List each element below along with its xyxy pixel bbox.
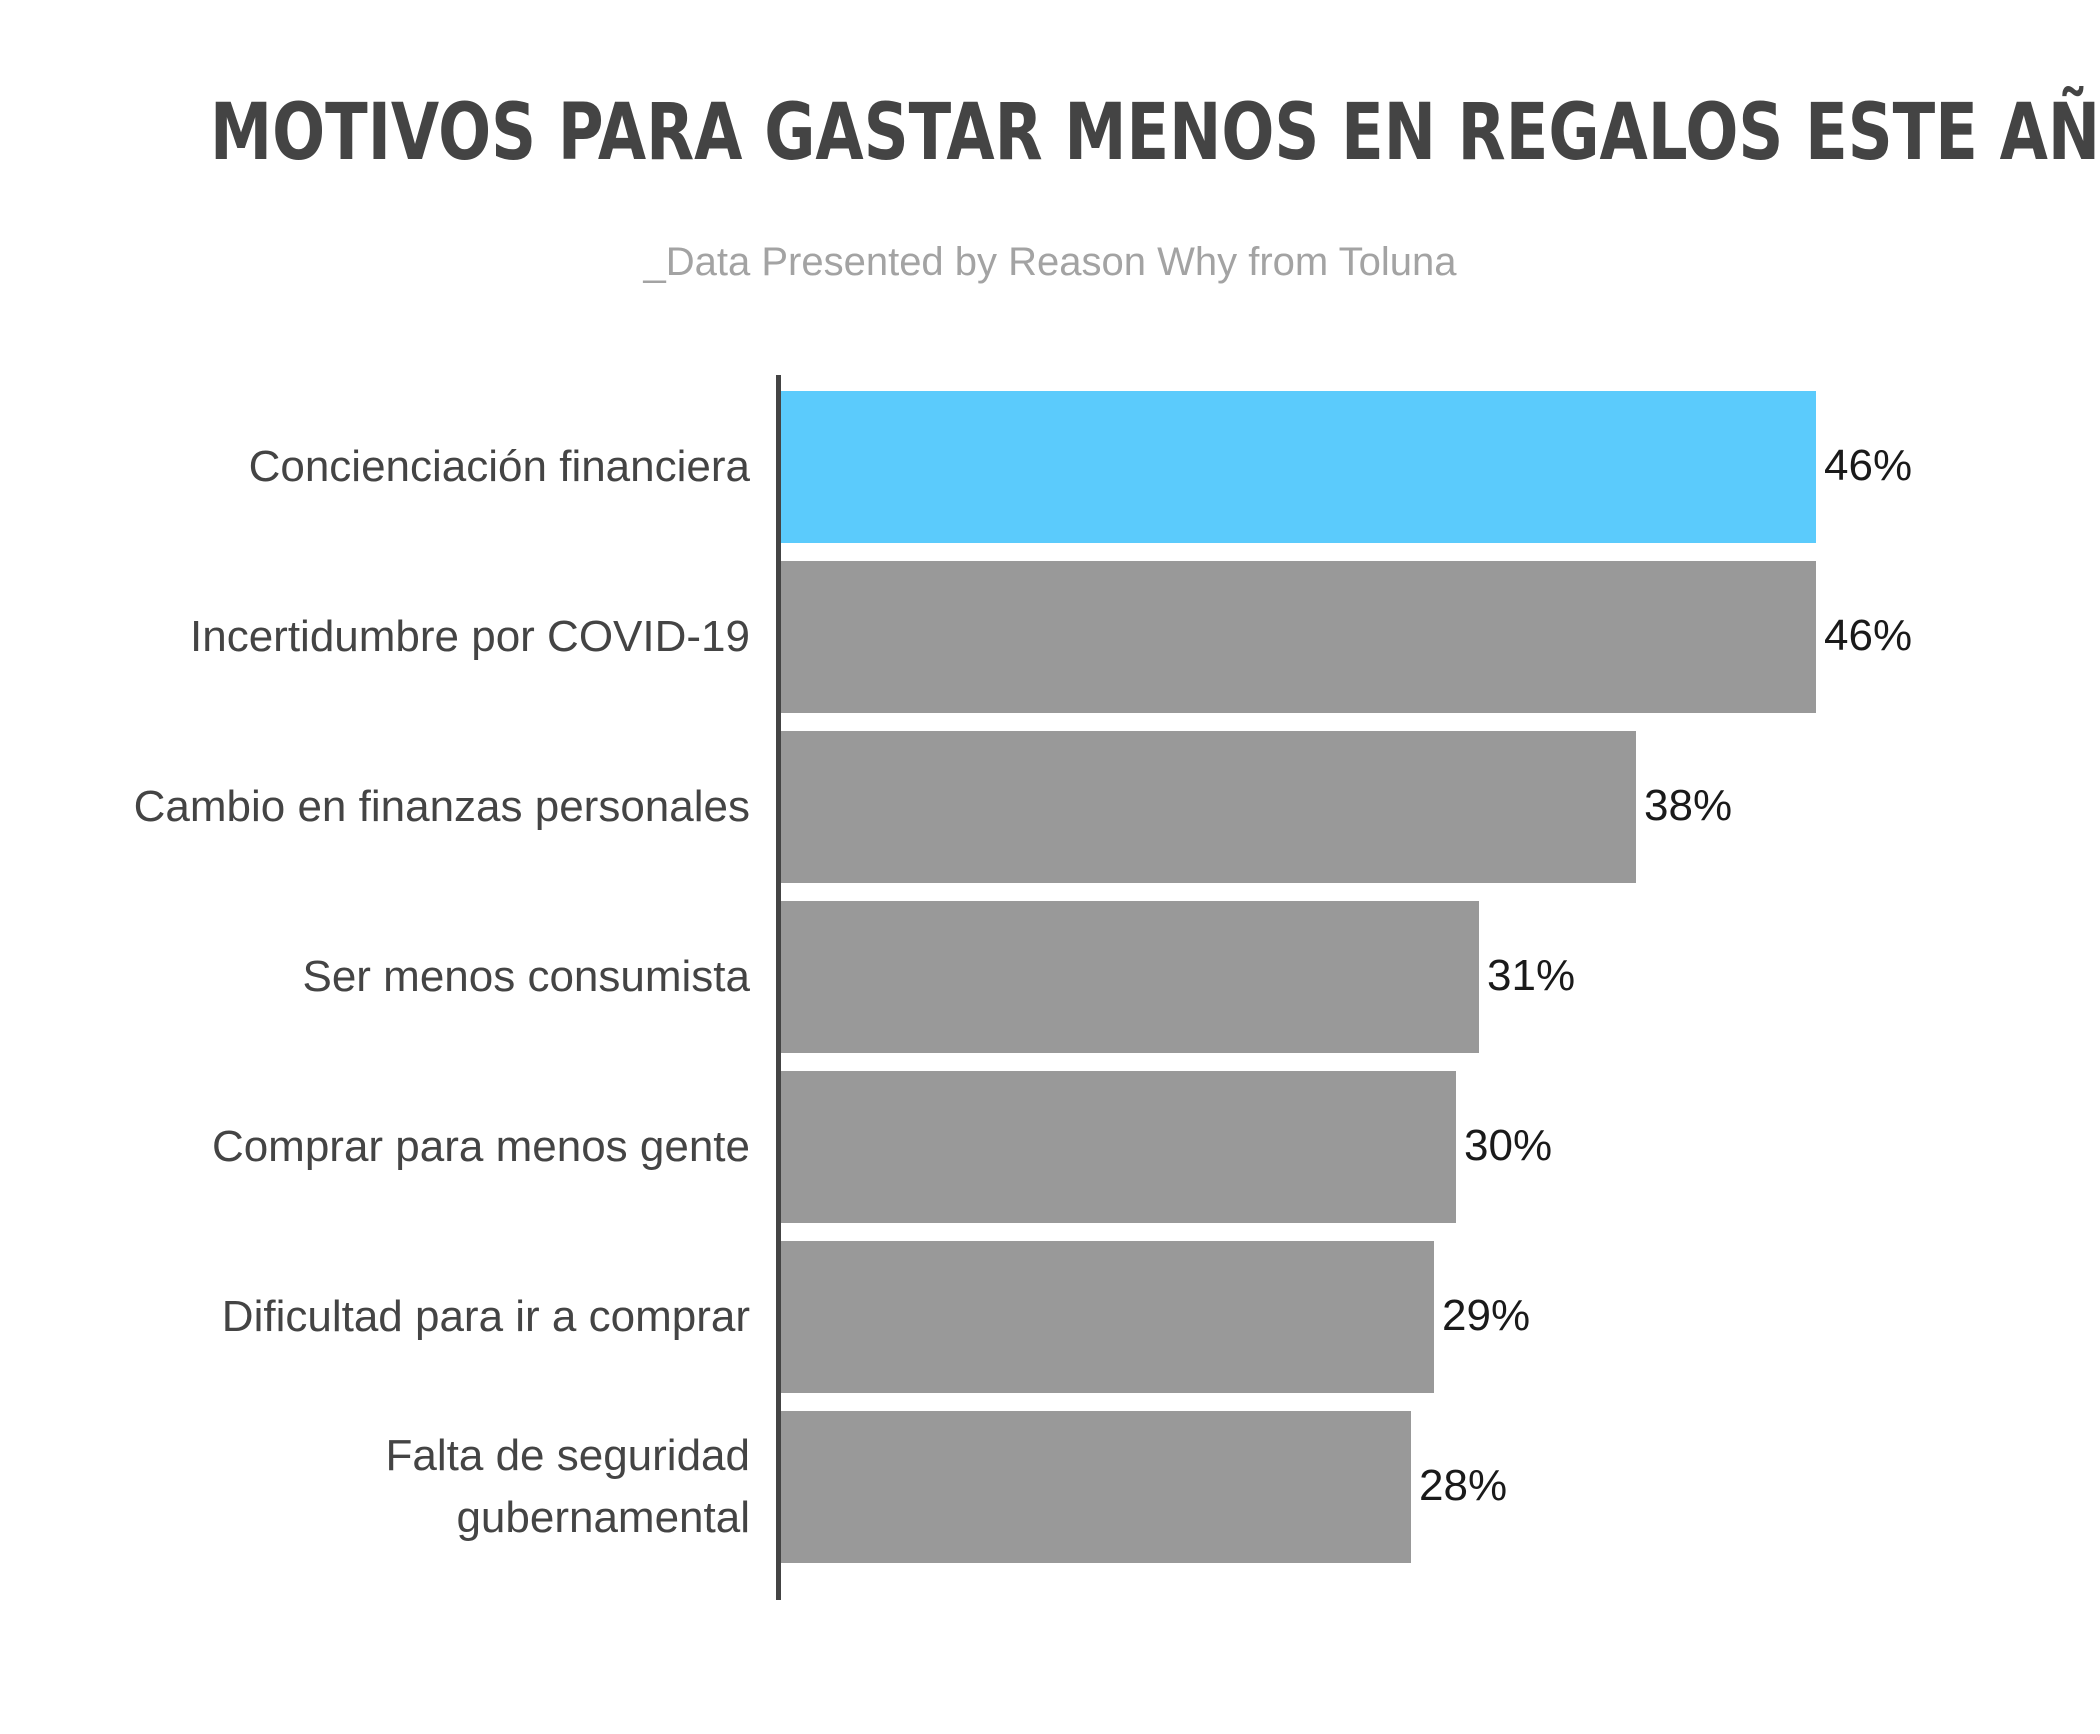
value-label: 46% [1824,441,1913,490]
value-label: 38% [1644,781,1733,830]
category-label: Comprar para menos gente [211,1122,750,1171]
bar [781,1411,1411,1563]
category-label: Dificultad para ir a comprar [221,1292,750,1341]
y-axis-line [776,375,781,1600]
bar [781,1241,1434,1393]
category-label: Incertidumbre por COVID-19 [190,612,750,661]
value-label: 29% [1442,1291,1531,1340]
category-label: Falta de seguridad gubernamental [385,1431,750,1542]
bar [781,731,1636,883]
bar [781,1071,1456,1223]
category-label: Concienciación financiera [248,442,750,491]
category-label: Cambio en finanzas personales [133,782,750,831]
value-label: 31% [1487,951,1576,1000]
value-label: 28% [1419,1461,1508,1510]
chart-title: MOTIVOS PARA GASTAR MENOS EN REGALOS EST… [210,88,2100,178]
bar [781,901,1479,1053]
value-label: 46% [1824,611,1913,660]
category-label: Ser menos consumista [302,952,750,1001]
bar [781,561,1816,713]
value-label: 30% [1464,1121,1553,1170]
chart-subtitle: _Data Presented by Reason Why from Tolun… [643,240,1457,284]
bar [781,391,1816,543]
